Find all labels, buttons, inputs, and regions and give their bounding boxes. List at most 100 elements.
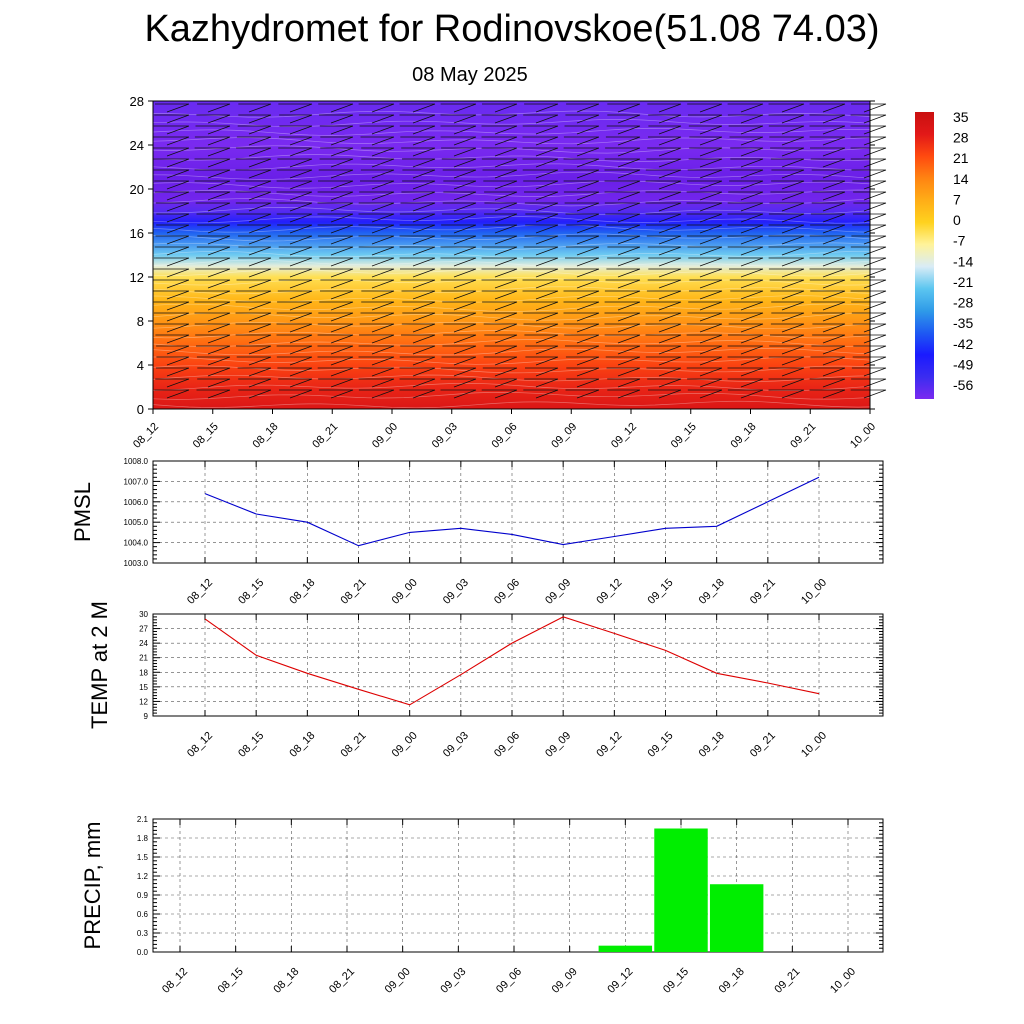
wind-barb bbox=[768, 125, 805, 135]
wind-barb bbox=[400, 279, 436, 289]
x-tick-label: 09_09 bbox=[550, 966, 580, 996]
wind-barb bbox=[196, 345, 231, 355]
contour-line bbox=[152, 216, 871, 224]
wind-barb bbox=[730, 301, 764, 311]
wind-barb bbox=[156, 356, 190, 366]
y-tick-label: 2.1 bbox=[137, 815, 149, 824]
x-tick-label: 09_21 bbox=[748, 730, 778, 760]
y-tick-label: 1003.0 bbox=[124, 559, 149, 568]
x-tick-label: 08_12 bbox=[160, 966, 190, 996]
wind-barb bbox=[645, 180, 682, 190]
wind-barb bbox=[768, 246, 805, 256]
wind-barb bbox=[852, 356, 887, 366]
wind-barb bbox=[153, 169, 190, 179]
wind-barb bbox=[320, 268, 354, 278]
precip-bar bbox=[709, 884, 764, 952]
wind-barb bbox=[563, 290, 600, 300]
wind-barb bbox=[851, 169, 887, 179]
wind-barb bbox=[565, 246, 600, 256]
wind-barb bbox=[604, 301, 641, 311]
wind-barb bbox=[729, 312, 764, 322]
wind-barb bbox=[402, 169, 436, 179]
wind-barb bbox=[523, 246, 559, 256]
pmsl-panel: 1003.0 1004.0 1005.0 1006.0 1007.0 1008.0 08_1… bbox=[70, 457, 884, 607]
wind-barb bbox=[236, 279, 272, 289]
contour-line bbox=[152, 400, 871, 409]
wind-barb bbox=[687, 103, 723, 113]
wind-barb bbox=[482, 235, 518, 245]
wind-barb bbox=[402, 158, 436, 168]
y-tick-label: 24 bbox=[130, 138, 144, 153]
wind-barb bbox=[524, 378, 559, 388]
wind-barb bbox=[153, 136, 190, 146]
wind-barb bbox=[522, 158, 559, 168]
wind-barb bbox=[648, 136, 682, 146]
wind-barb bbox=[196, 213, 231, 223]
y-tick-label: 0.9 bbox=[137, 891, 149, 900]
y-tick-label: 30 bbox=[139, 610, 148, 619]
wind-barb bbox=[482, 378, 518, 388]
wind-barb bbox=[565, 114, 600, 124]
wind-barb bbox=[771, 312, 805, 322]
wind-barb bbox=[525, 224, 559, 234]
wind-barb bbox=[440, 257, 477, 267]
wind-barb bbox=[645, 334, 682, 344]
wind-barb bbox=[442, 202, 477, 212]
wind-barb bbox=[358, 235, 395, 245]
contour-line bbox=[152, 374, 871, 382]
wind-barb bbox=[522, 136, 559, 146]
wind-barb bbox=[484, 334, 518, 344]
wind-barb bbox=[563, 279, 600, 289]
wind-barb bbox=[811, 169, 846, 179]
x-tick-label: 09_18 bbox=[697, 577, 727, 607]
wind-barb bbox=[441, 290, 477, 300]
wind-barb bbox=[648, 268, 682, 278]
wind-barb bbox=[768, 389, 805, 399]
wind-barb bbox=[604, 334, 641, 344]
wind-barb bbox=[195, 125, 231, 135]
wind-barb bbox=[361, 158, 395, 168]
wind-barb bbox=[399, 246, 436, 256]
wind-barb bbox=[443, 334, 477, 344]
wind-barb bbox=[604, 191, 641, 201]
wind-barb bbox=[604, 290, 641, 300]
wind-barb bbox=[809, 268, 846, 278]
x-tick-label: 09_15 bbox=[661, 966, 691, 996]
wind-barb bbox=[196, 246, 231, 256]
wind-barb bbox=[440, 367, 477, 377]
wind-barb bbox=[276, 213, 313, 223]
wind-barb bbox=[607, 114, 641, 124]
wind-barb bbox=[607, 246, 641, 256]
wind-barb bbox=[605, 279, 641, 289]
wind-barb bbox=[606, 125, 641, 135]
wind-barb bbox=[522, 312, 559, 322]
wind-barb bbox=[563, 158, 600, 168]
wind-barb bbox=[525, 213, 559, 223]
wind-barb bbox=[686, 213, 723, 223]
y-tick-label: 1.5 bbox=[137, 853, 149, 862]
wind-barb bbox=[482, 103, 518, 113]
x-tick-label: 09_03 bbox=[438, 966, 468, 996]
wind-barb bbox=[440, 389, 477, 399]
wind-barb bbox=[689, 290, 723, 300]
wind-barb bbox=[687, 246, 723, 256]
wind-barb bbox=[565, 389, 600, 399]
wind-barb bbox=[769, 202, 805, 212]
y-tick-label: 12 bbox=[130, 270, 144, 285]
wind-barb bbox=[563, 312, 600, 322]
wind-barb bbox=[850, 114, 887, 124]
wind-barb bbox=[607, 103, 641, 113]
wind-barb bbox=[686, 334, 723, 344]
wind-barb bbox=[360, 136, 395, 146]
x-tick-label: 09_21 bbox=[772, 966, 802, 996]
chart-date: 08 May 2025 bbox=[412, 64, 528, 86]
y-tick-label: 21 bbox=[139, 654, 148, 663]
wind-barb bbox=[604, 323, 641, 333]
wind-barb bbox=[360, 312, 395, 322]
x-tick-label: 08_12 bbox=[131, 421, 161, 451]
wind-barb bbox=[360, 268, 395, 278]
wind-barb bbox=[358, 367, 395, 377]
wind-barb bbox=[481, 246, 518, 256]
wind-barb bbox=[153, 268, 190, 278]
colorbar-label: -56 bbox=[953, 377, 973, 393]
